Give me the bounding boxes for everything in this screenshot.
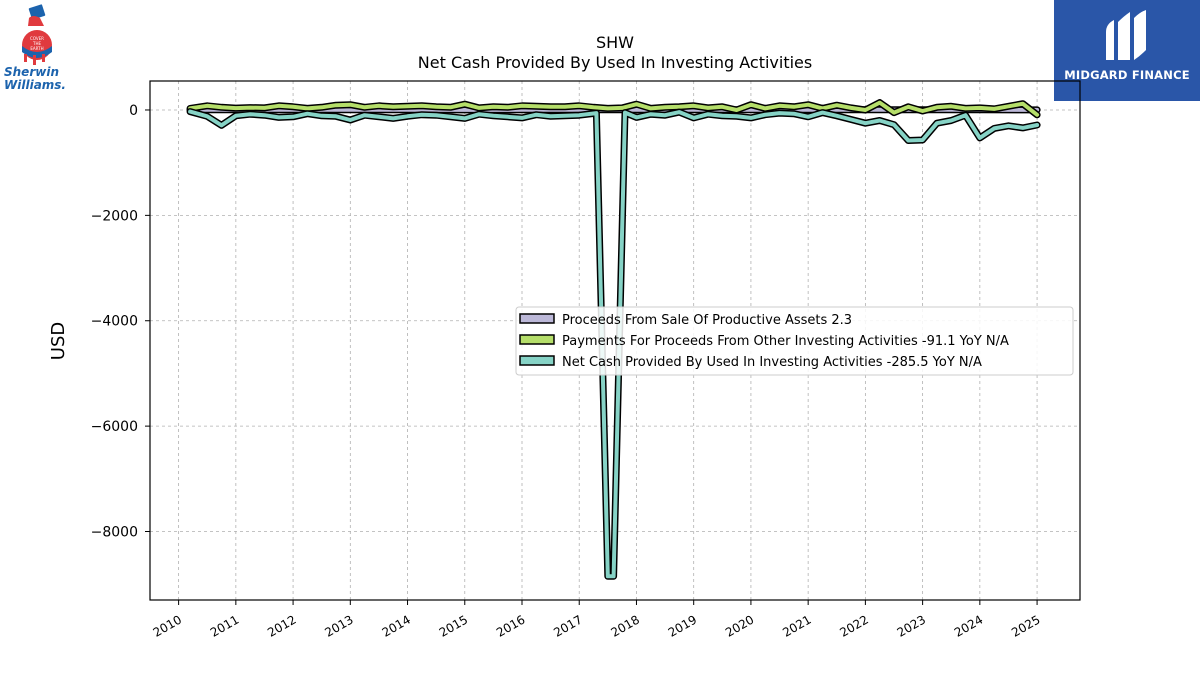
legend-swatch — [519, 313, 555, 324]
x-tick-label: 2014 — [380, 612, 413, 639]
svg-text:THE: THE — [32, 41, 41, 46]
series-net-cash-provided-by-used-in-investing-activities — [186, 108, 1041, 580]
series-line — [188, 109, 1040, 579]
x-tick-label: 2010 — [151, 612, 184, 639]
legend: Proceeds From Sale Of Productive Assets … — [515, 306, 1074, 376]
brand-name-line2: Williams. — [4, 78, 66, 92]
x-tick-label: 2020 — [723, 612, 756, 639]
plot-frame — [149, 80, 1081, 601]
y-axis-label: USD — [48, 322, 69, 360]
midgard-m-logo-icon — [1106, 10, 1146, 60]
series-line — [188, 100, 1040, 117]
series-payments-for-proceeds-from-other-investing-activities — [186, 99, 1041, 119]
legend-entry: Payments For Proceeds From Other Investi… — [562, 334, 1009, 349]
y-tick-label: −8000 — [91, 525, 138, 541]
x-tick-label: 2015 — [437, 612, 470, 639]
legend-entry: Net Cash Provided By Used In Investing A… — [562, 355, 982, 370]
cover-the-earth-logo-icon: COVER THE EARTH — [22, 4, 52, 65]
legend-swatch — [519, 334, 555, 345]
y-tick-label: 0 — [129, 103, 138, 119]
midgard-finance-logo: MIDGARD FINANCE — [1054, 0, 1200, 101]
x-tick-label: 2021 — [780, 612, 813, 639]
x-tick-label: 2012 — [265, 612, 298, 639]
legend-entry: Proceeds From Sale Of Productive Assets … — [562, 313, 852, 328]
y-tick-label: −6000 — [91, 419, 138, 435]
x-tick-label: 2016 — [494, 612, 527, 639]
sherwin-williams-logo: COVER THE EARTH Sherwin Williams. — [0, 0, 80, 100]
svg-text:COVER: COVER — [30, 36, 44, 41]
legend-box — [515, 306, 1074, 376]
x-tick-label: 2025 — [1009, 612, 1042, 639]
x-tick-label: 2024 — [952, 612, 985, 639]
y-tick-label: −2000 — [91, 208, 138, 224]
x-tick-label: 2013 — [322, 612, 355, 639]
midgard-finance-name: MIDGARD FINANCE — [1064, 68, 1190, 82]
x-tick-label: 2017 — [551, 612, 584, 639]
x-tick-label: 2019 — [666, 612, 699, 639]
brand-name-line1: Sherwin — [4, 65, 59, 79]
x-tick-label: 2018 — [609, 612, 642, 639]
chart-subtitle: Net Cash Provided By Used In Investing A… — [418, 53, 812, 72]
chart-title: SHW — [596, 33, 634, 52]
y-tick-label: −4000 — [91, 314, 138, 330]
x-tick-label: 2011 — [208, 612, 241, 639]
legend-swatch — [519, 355, 555, 366]
x-tick-label: 2023 — [895, 612, 928, 639]
svg-text:EARTH: EARTH — [30, 46, 43, 51]
x-tick-label: 2022 — [837, 612, 870, 639]
series-layer — [186, 99, 1041, 580]
